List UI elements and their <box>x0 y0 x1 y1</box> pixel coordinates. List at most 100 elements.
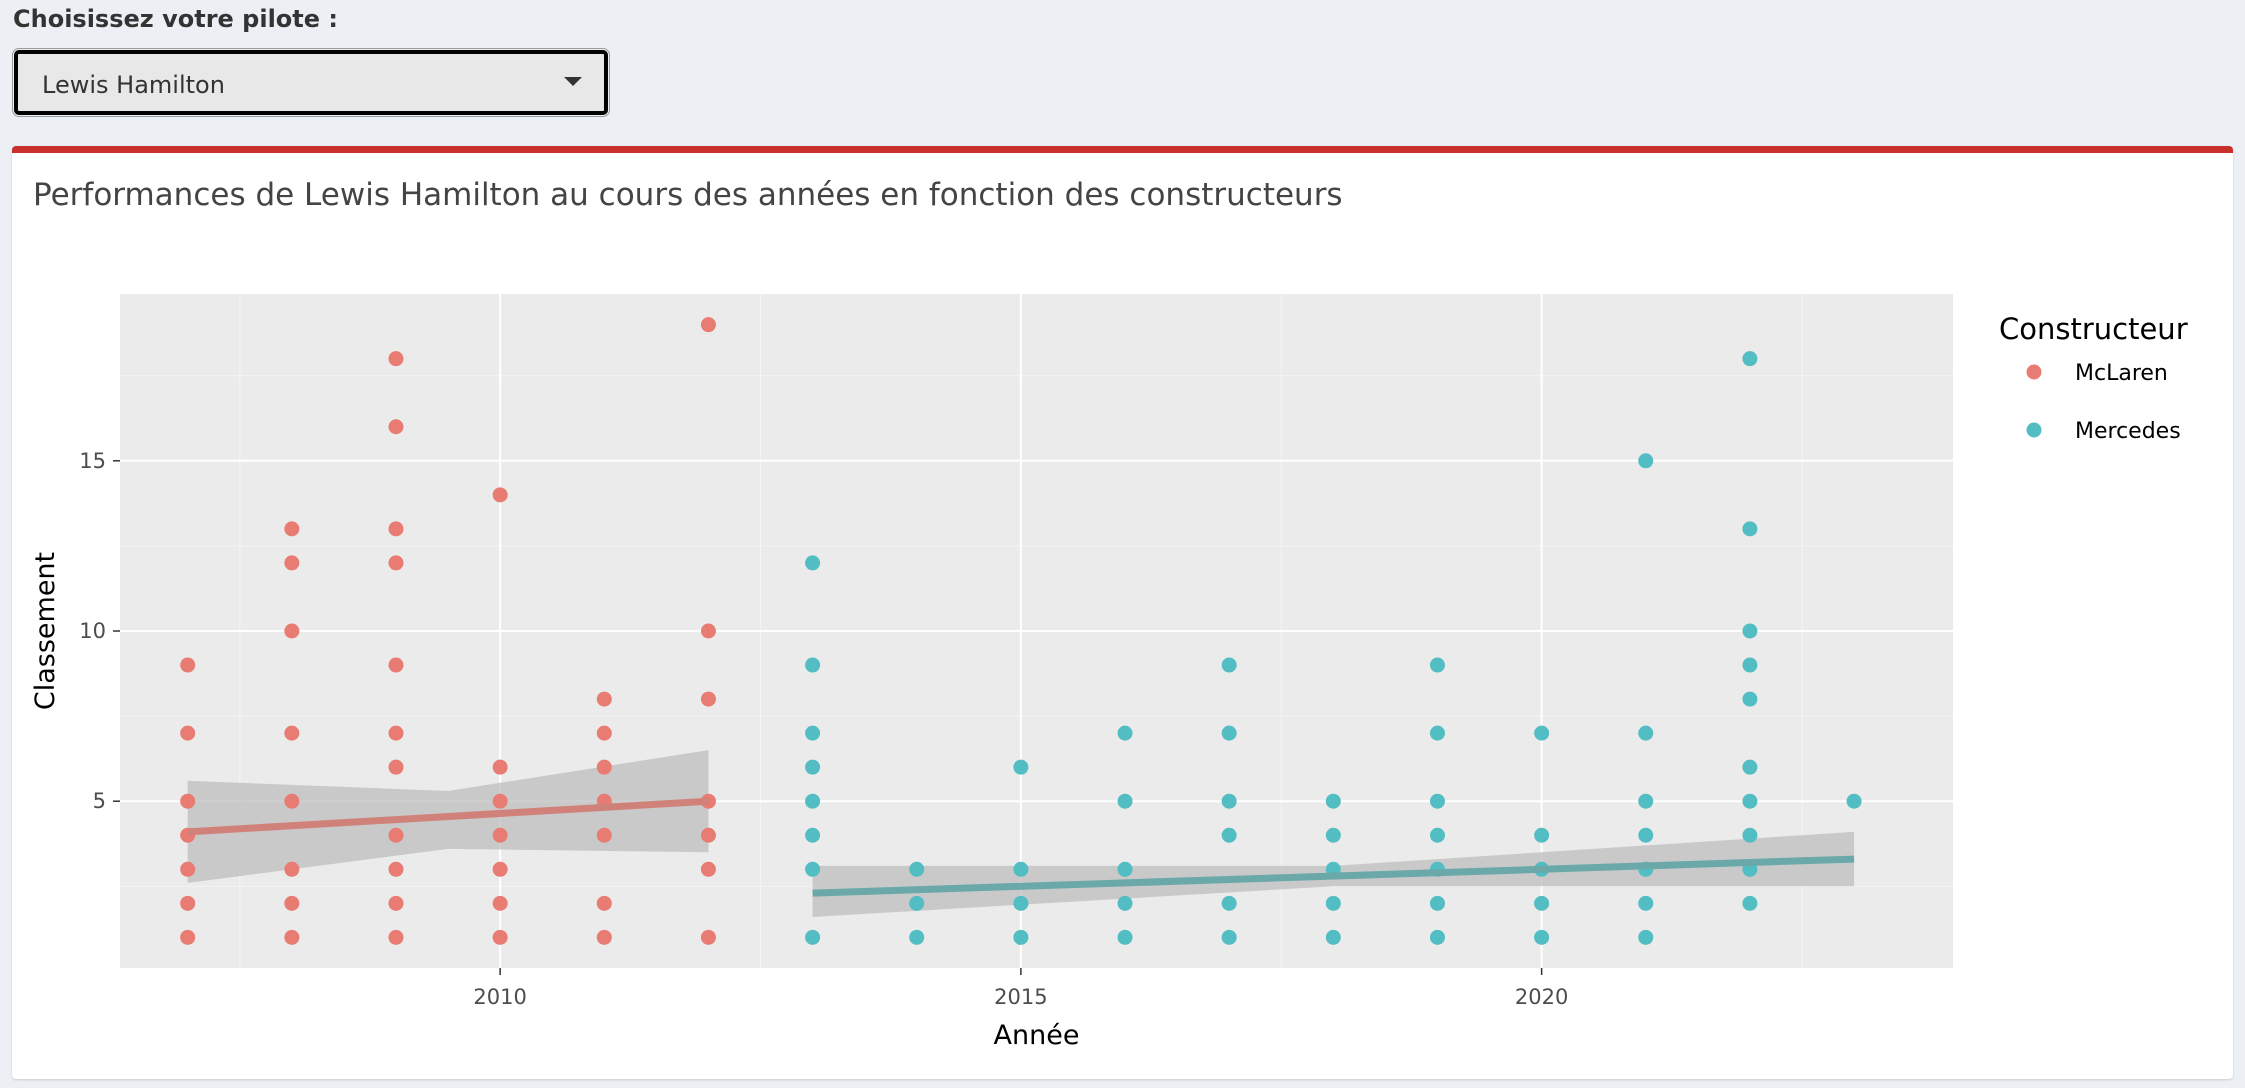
point-mercedes <box>1742 623 1758 639</box>
point-mercedes <box>1429 793 1445 809</box>
point-mclaren <box>388 895 404 911</box>
point-mclaren <box>388 861 404 877</box>
point-mclaren <box>388 929 404 945</box>
point-mercedes <box>805 793 821 809</box>
legend-title: Constructeur <box>1999 312 2188 346</box>
point-mercedes <box>1221 725 1237 741</box>
chart-box: Performances de Lewis Hamilton au cours … <box>12 146 2233 1079</box>
point-mercedes <box>1429 895 1445 911</box>
point-mercedes <box>1117 861 1133 877</box>
point-mercedes <box>1429 827 1445 843</box>
point-mercedes <box>1742 351 1758 367</box>
point-mercedes <box>1117 793 1133 809</box>
x-tick-label: 2015 <box>994 985 1047 1009</box>
point-mclaren <box>388 759 404 775</box>
point-mercedes <box>805 929 821 945</box>
y-tick-label: 5 <box>93 789 106 813</box>
point-mclaren <box>388 725 404 741</box>
chart-title: Performances de Lewis Hamilton au cours … <box>33 177 1343 213</box>
point-mclaren <box>492 827 508 843</box>
point-mclaren <box>700 623 716 639</box>
point-mercedes <box>1117 895 1133 911</box>
point-mclaren <box>284 793 300 809</box>
point-mercedes <box>1638 453 1654 469</box>
point-mclaren <box>596 895 612 911</box>
point-mclaren <box>284 929 300 945</box>
point-mercedes <box>1221 895 1237 911</box>
pilot-select-value: Lewis Hamilton <box>42 71 225 99</box>
y-tick-label: 15 <box>79 449 106 473</box>
point-mercedes <box>1742 827 1758 843</box>
point-mclaren <box>284 521 300 537</box>
legend-key-mercedes <box>2026 422 2042 438</box>
legend-label-mclaren: McLaren <box>2075 361 2168 386</box>
point-mercedes <box>805 555 821 571</box>
point-mercedes <box>1013 895 1029 911</box>
point-mclaren <box>388 657 404 673</box>
point-mercedes <box>1742 759 1758 775</box>
point-mclaren <box>700 317 716 333</box>
pilot-select[interactable]: Lewis Hamilton <box>12 48 610 117</box>
point-mercedes <box>1742 521 1758 537</box>
point-mclaren <box>700 691 716 707</box>
point-mclaren <box>180 861 196 877</box>
point-mercedes <box>1429 929 1445 945</box>
y-axis-title: Classement <box>30 552 61 710</box>
legend-key-mclaren <box>2026 364 2042 380</box>
chevron-down-icon <box>564 77 582 86</box>
point-mercedes <box>1221 929 1237 945</box>
point-mclaren <box>284 895 300 911</box>
point-mercedes <box>1638 895 1654 911</box>
point-mclaren <box>492 929 508 945</box>
point-mercedes <box>805 861 821 877</box>
point-mclaren <box>284 725 300 741</box>
point-mclaren <box>700 861 716 877</box>
point-mercedes <box>1325 929 1341 945</box>
point-mercedes <box>1534 929 1550 945</box>
point-mercedes <box>909 895 925 911</box>
point-mclaren <box>596 929 612 945</box>
point-mclaren <box>180 895 196 911</box>
point-mercedes <box>1013 759 1029 775</box>
point-mercedes <box>1638 929 1654 945</box>
point-mclaren <box>388 351 404 367</box>
point-mclaren <box>596 725 612 741</box>
point-mercedes <box>1325 827 1341 843</box>
point-mercedes <box>909 861 925 877</box>
point-mclaren <box>180 657 196 673</box>
point-mercedes <box>1013 929 1029 945</box>
point-mclaren <box>492 861 508 877</box>
point-mercedes <box>1638 725 1654 741</box>
point-mercedes <box>1534 827 1550 843</box>
point-mclaren <box>596 827 612 843</box>
point-mercedes <box>1429 657 1445 673</box>
point-mercedes <box>1742 691 1758 707</box>
trend-line-mercedes <box>812 855 1855 897</box>
point-mercedes <box>1325 793 1341 809</box>
point-mercedes <box>1117 929 1133 945</box>
point-mclaren <box>492 487 508 503</box>
point-mclaren <box>284 623 300 639</box>
pilot-selector-label: Choisissez votre pilote : <box>13 5 338 33</box>
point-mclaren <box>700 929 716 945</box>
point-mclaren <box>492 895 508 911</box>
y-tick-label: 10 <box>79 619 106 643</box>
x-tick-label: 2020 <box>1515 985 1568 1009</box>
point-mercedes <box>1325 895 1341 911</box>
point-mercedes <box>1117 725 1133 741</box>
performance-chart: 2010 2015 2020 5 10 15 Année Classement Construc… <box>30 294 2188 1051</box>
point-mercedes <box>805 827 821 843</box>
trend-line-mclaren <box>187 797 709 836</box>
x-axis-title: Année <box>994 1020 1080 1051</box>
point-mclaren <box>492 793 508 809</box>
point-mercedes <box>1221 827 1237 843</box>
point-mercedes <box>805 759 821 775</box>
point-mclaren <box>492 759 508 775</box>
point-mclaren <box>180 929 196 945</box>
point-mclaren <box>180 793 196 809</box>
point-mercedes <box>1429 725 1445 741</box>
point-mercedes <box>1221 657 1237 673</box>
x-tick-label: 2010 <box>473 985 526 1009</box>
point-mercedes <box>805 657 821 673</box>
point-mercedes <box>909 929 925 945</box>
